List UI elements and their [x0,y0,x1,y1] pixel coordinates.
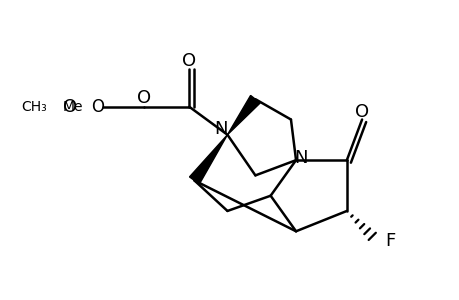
Text: O: O [182,52,196,70]
Text: O: O [91,98,104,116]
Polygon shape [227,95,260,135]
Text: O: O [136,89,151,107]
Text: O: O [63,98,77,116]
Text: N: N [214,120,228,138]
Text: Me: Me [62,100,83,114]
Text: F: F [384,232,394,250]
Polygon shape [189,135,227,184]
Text: CH₃: CH₃ [22,100,47,114]
Text: N: N [294,148,307,166]
Text: O: O [354,103,368,121]
